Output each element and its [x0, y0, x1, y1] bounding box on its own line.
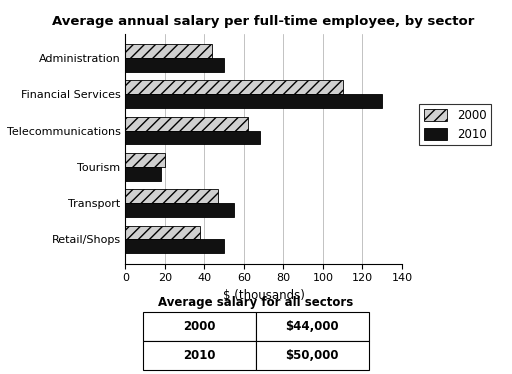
Text: Average salary for all sectors: Average salary for all sectors	[158, 295, 354, 309]
Legend: 2000, 2010: 2000, 2010	[419, 104, 491, 145]
Bar	[125, 44, 212, 58]
Bar	[125, 58, 224, 72]
Bar	[125, 189, 218, 203]
Bar	[125, 117, 248, 131]
Bar	[125, 203, 234, 217]
Bar	[125, 226, 201, 239]
Bar	[125, 153, 165, 167]
Bar	[125, 131, 260, 144]
Bar	[125, 167, 161, 181]
Bar	[125, 94, 382, 108]
Title: Average annual salary per full-time employee, by sector: Average annual salary per full-time empl…	[53, 15, 475, 28]
Bar	[125, 239, 224, 253]
X-axis label: $ (thousands): $ (thousands)	[223, 289, 305, 302]
Bar	[125, 80, 343, 94]
